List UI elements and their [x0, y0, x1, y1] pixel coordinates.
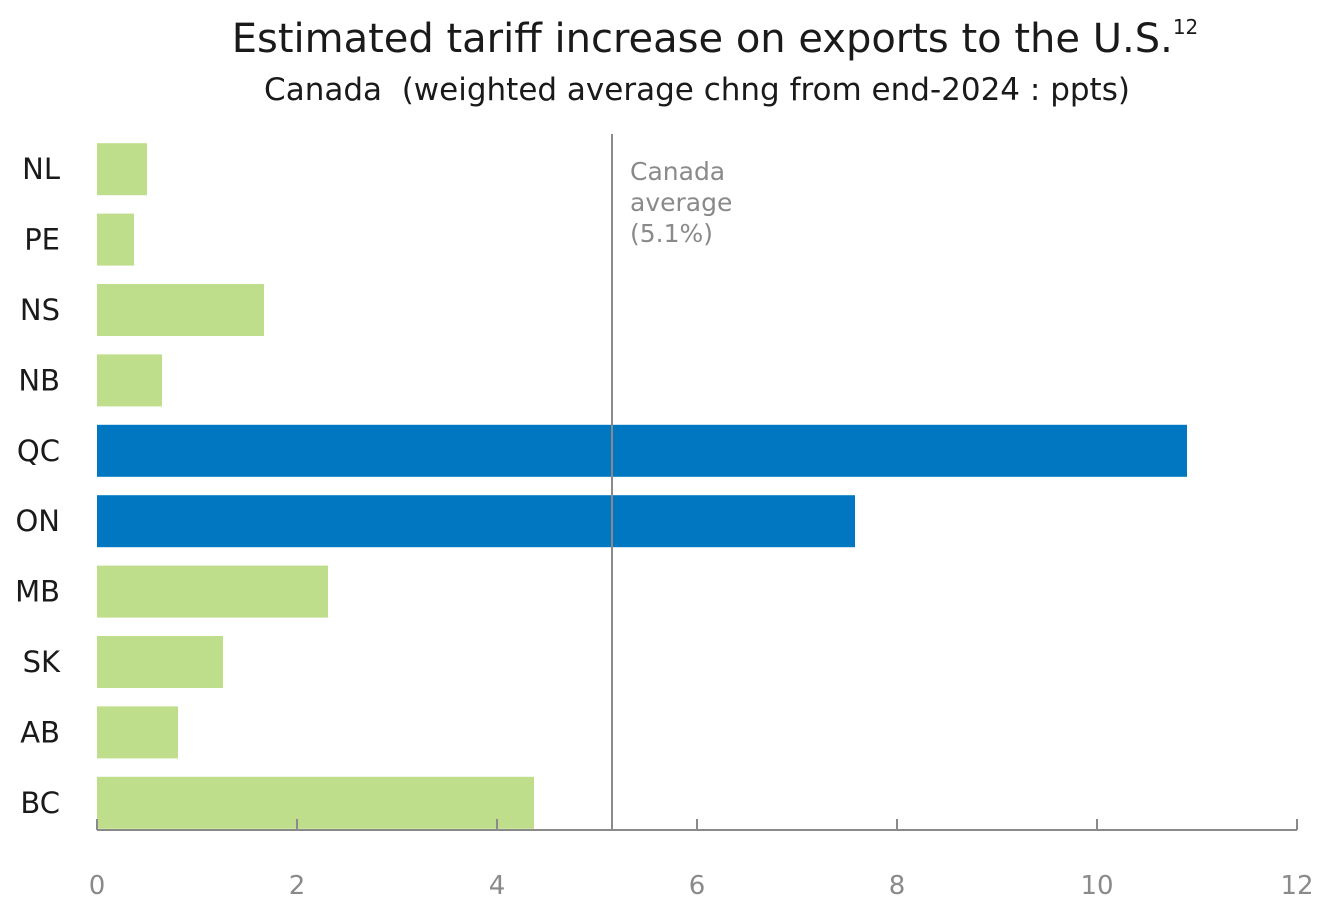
- bar-qc: [97, 424, 1187, 477]
- canada-average-label-line-2: average: [630, 188, 732, 217]
- bar-nl: [97, 143, 147, 196]
- bar-ns: [97, 284, 264, 336]
- x-axis: 0 2 4 6 8 10 12: [89, 819, 1314, 899]
- canada-average-label-line-3: (5.1%): [630, 219, 713, 248]
- chart-title-main: Estimated tariff increase on exports to …: [232, 16, 1173, 62]
- x-tick-label-4: 4: [489, 871, 506, 899]
- bars-layer: [97, 143, 1187, 829]
- x-tick-label-8: 8: [889, 871, 906, 899]
- x-tick-label-0: 0: [89, 871, 106, 899]
- category-label-ab: AB: [20, 715, 60, 749]
- category-label-nl: NL: [22, 152, 60, 186]
- category-label-bc: BC: [20, 786, 60, 820]
- x-tick-label-6: 6: [689, 871, 706, 899]
- category-label-ns: NS: [20, 293, 60, 327]
- category-label-on: ON: [15, 504, 60, 538]
- x-tick-label-2: 2: [289, 871, 306, 899]
- category-label-nb: NB: [18, 363, 60, 397]
- category-label-qc: QC: [17, 434, 60, 468]
- bar-on: [97, 495, 855, 548]
- bar-nb: [97, 354, 162, 407]
- bar-sk: [97, 636, 223, 688]
- x-tick-label-12: 12: [1280, 871, 1313, 899]
- category-labels-layer: NL PE NS NB QC ON MB SK AB BC: [15, 152, 61, 820]
- category-label-sk: SK: [23, 645, 61, 679]
- category-label-mb: MB: [15, 575, 60, 609]
- chart-title: Estimated tariff increase on exports to …: [232, 15, 1199, 62]
- category-label-pe: PE: [24, 223, 60, 257]
- x-tick-label-10: 10: [1080, 871, 1113, 899]
- bar-pe: [97, 213, 134, 266]
- bar-mb: [97, 565, 328, 618]
- canada-average-label-line-1: Canada: [630, 157, 725, 186]
- chart-title-superscript: 12: [1173, 15, 1198, 39]
- bar-bc: [97, 776, 534, 829]
- bar-ab: [97, 706, 178, 759]
- chart-subtitle: Canada (weighted average chng from end-2…: [264, 72, 1130, 108]
